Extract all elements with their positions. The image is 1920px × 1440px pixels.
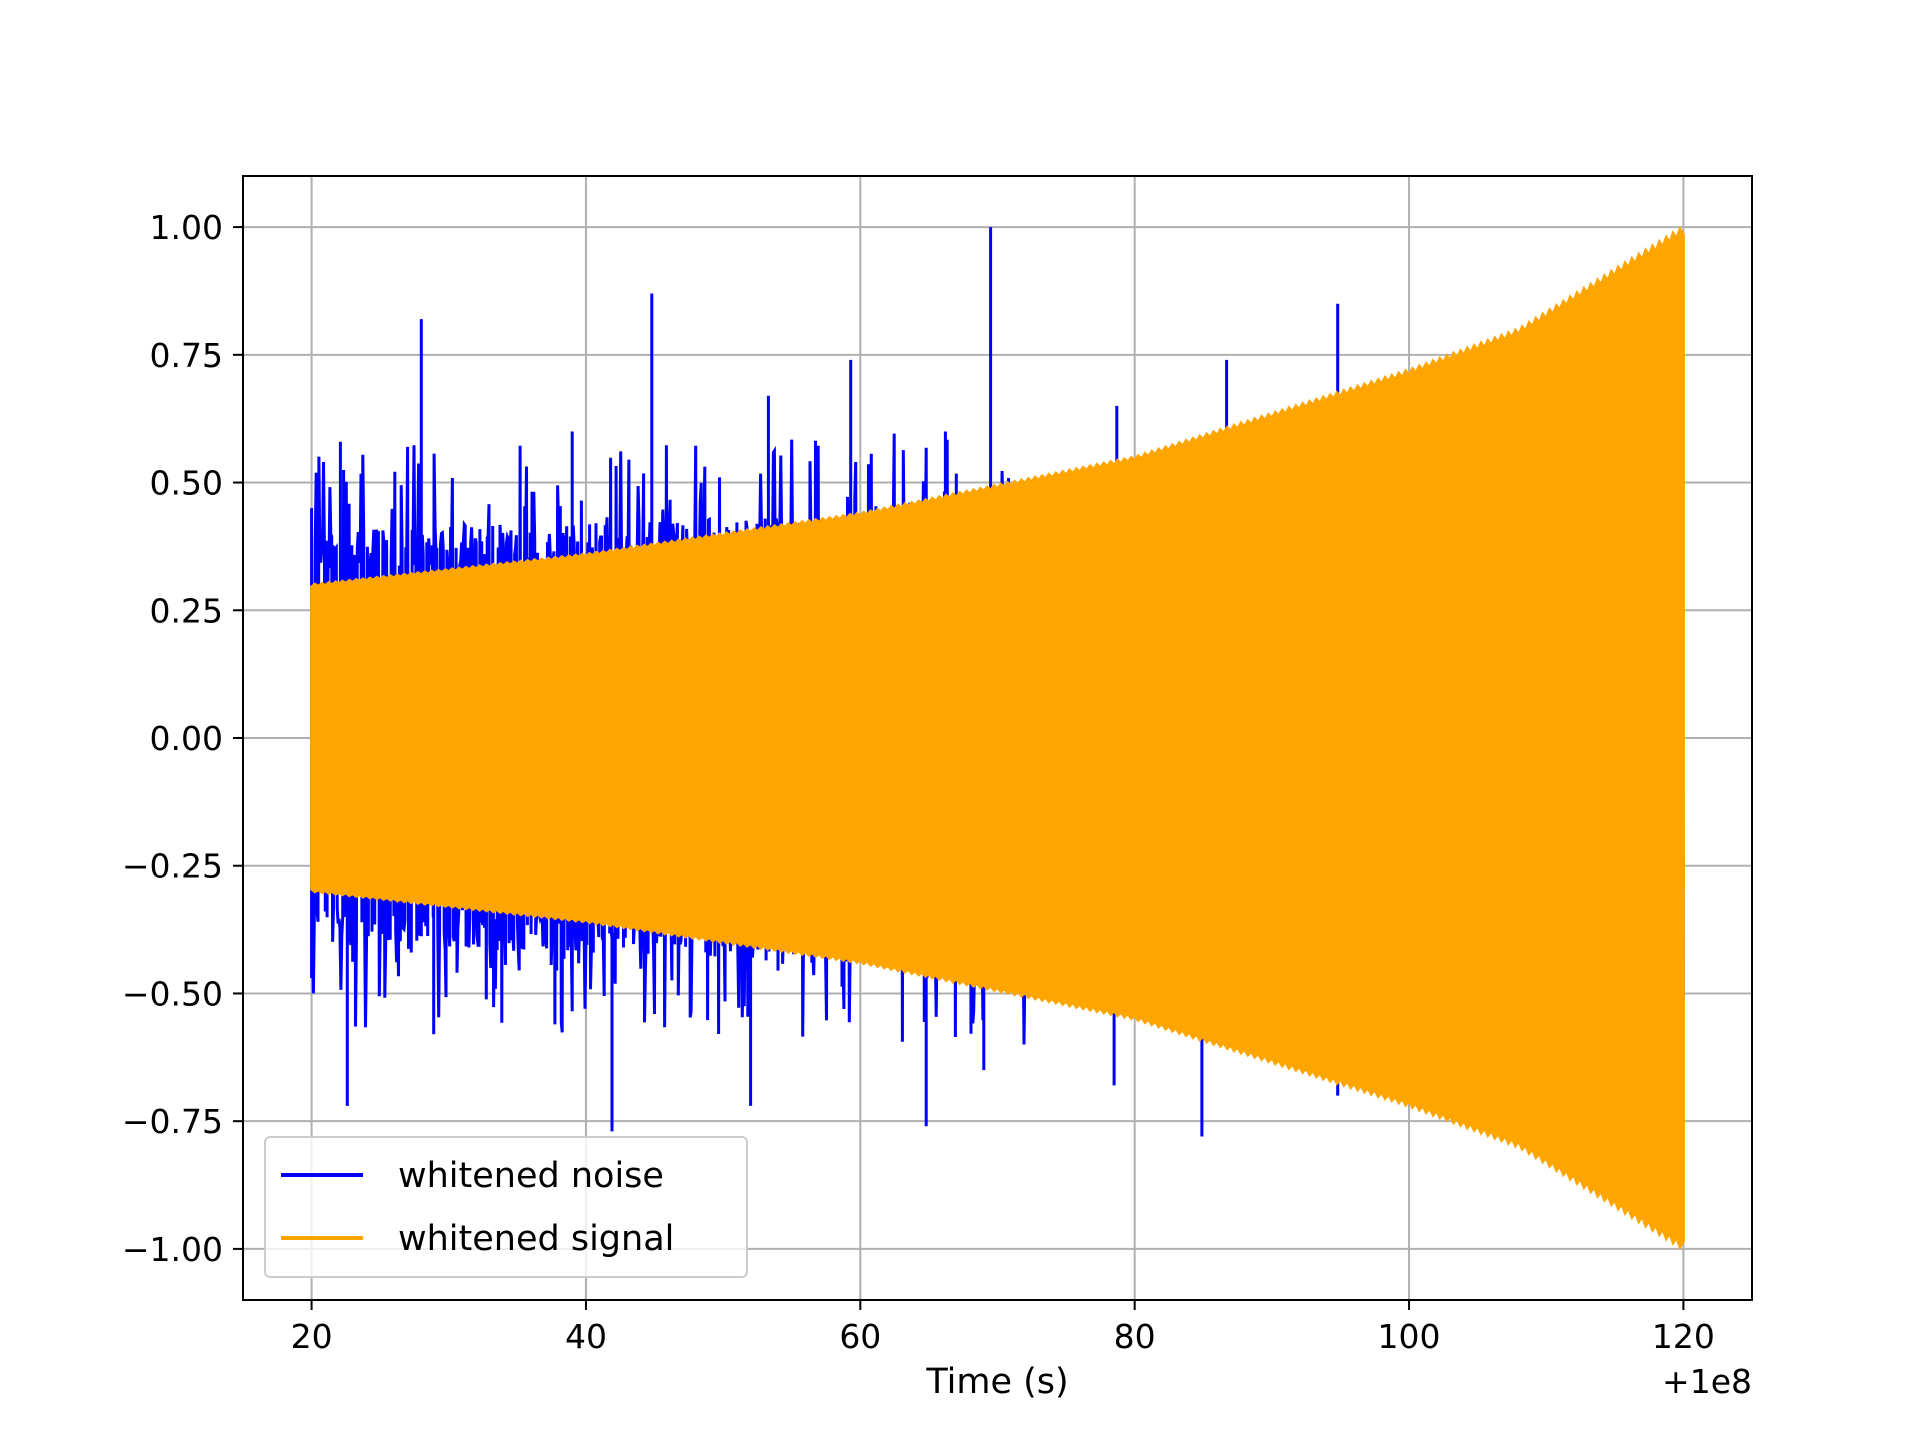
y-tick-label: −0.75 — [122, 1102, 223, 1141]
y-tick-label: −0.50 — [122, 974, 223, 1013]
tick-marks — [233, 226, 1685, 1310]
series-line-whitened-signal — [310, 225, 1685, 1251]
x-axis-label: Time (s) — [925, 1362, 1068, 1402]
legend-label-whitened-noise: whitened noise — [398, 1156, 664, 1196]
y-tick-label: 0.00 — [150, 719, 223, 758]
y-tick-label: −1.00 — [122, 1230, 223, 1269]
legend: whitened noise whitened signal — [264, 1136, 748, 1278]
x-tick-label: 120 — [1652, 1317, 1715, 1356]
y-tick-label: 1.00 — [150, 208, 223, 247]
x-axis-offset-label: +1e8 — [1662, 1362, 1752, 1401]
y-tick-label: 0.25 — [150, 591, 223, 630]
legend-box — [264, 1136, 748, 1278]
legend-label-whitened-signal: whitened signal — [398, 1219, 674, 1259]
x-tick-label: 80 — [1114, 1317, 1156, 1356]
x-tick-label: 20 — [291, 1317, 333, 1356]
x-tick-labels: 20 40 60 80 100 120 — [291, 1317, 1715, 1356]
plot-area — [310, 225, 1685, 1251]
x-tick-label: 60 — [839, 1317, 881, 1356]
y-tick-labels: 1.00 0.75 0.50 0.25 0.00 −0.25 −0.50 −0.75 −1.00 — [122, 208, 223, 1269]
y-tick-label: 0.75 — [150, 336, 223, 375]
y-tick-label: 0.50 — [150, 464, 223, 503]
y-tick-label: −0.25 — [122, 847, 223, 886]
x-tick-label: 100 — [1378, 1317, 1441, 1356]
x-tick-label: 40 — [565, 1317, 607, 1356]
